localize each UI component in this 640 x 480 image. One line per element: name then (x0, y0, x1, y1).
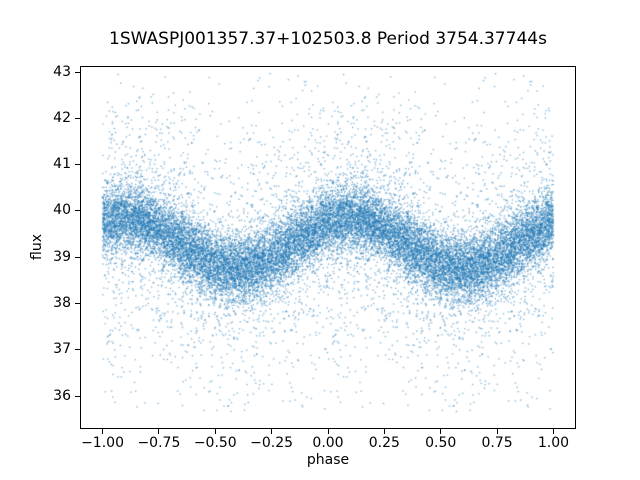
plot-area (80, 66, 576, 429)
y-tick-label: 41 (53, 156, 71, 173)
x-tick-mark (102, 429, 104, 434)
x-axis-label: phase (306, 452, 350, 468)
x-tick-mark (496, 429, 498, 434)
scatter-points-canvas (80, 66, 576, 429)
x-tick-label: −0.25 (250, 435, 294, 451)
y-tick-label: 39 (53, 248, 71, 265)
x-tick-mark (271, 429, 273, 434)
x-tick-mark (214, 429, 216, 434)
x-tick-mark (383, 429, 385, 434)
x-tick-mark (327, 429, 329, 434)
y-tick-mark (75, 71, 80, 73)
y-tick-label: 40 (53, 202, 71, 219)
x-tick-mark (158, 429, 160, 434)
x-tick-label: 0.75 (481, 435, 513, 451)
x-tick-mark (552, 429, 554, 434)
y-tick-label: 37 (53, 341, 71, 358)
x-tick-label: 0.00 (312, 435, 344, 451)
x-tick-label: −1.00 (81, 435, 124, 451)
x-tick-label: 0.25 (368, 435, 400, 451)
y-tick-label: 36 (53, 387, 71, 404)
y-tick-mark (75, 117, 80, 119)
y-tick-label: 42 (53, 109, 71, 126)
x-tick-label: −0.75 (137, 435, 181, 451)
plot-title: 1SWASPJ001357.37+102503.8 Period 3754.37… (109, 29, 547, 49)
y-tick-label: 43 (53, 63, 71, 80)
x-tick-label: 0.50 (425, 435, 457, 451)
y-tick-mark (75, 256, 80, 258)
y-tick-mark (75, 349, 80, 351)
x-tick-mark (440, 429, 442, 434)
y-tick-mark (75, 303, 80, 305)
y-tick-mark (75, 164, 80, 166)
y-tick-mark (75, 395, 80, 397)
x-tick-label: −0.50 (193, 435, 237, 451)
y-tick-mark (75, 210, 80, 212)
y-tick-label: 38 (53, 295, 71, 312)
x-tick-label: 1.00 (537, 435, 570, 451)
